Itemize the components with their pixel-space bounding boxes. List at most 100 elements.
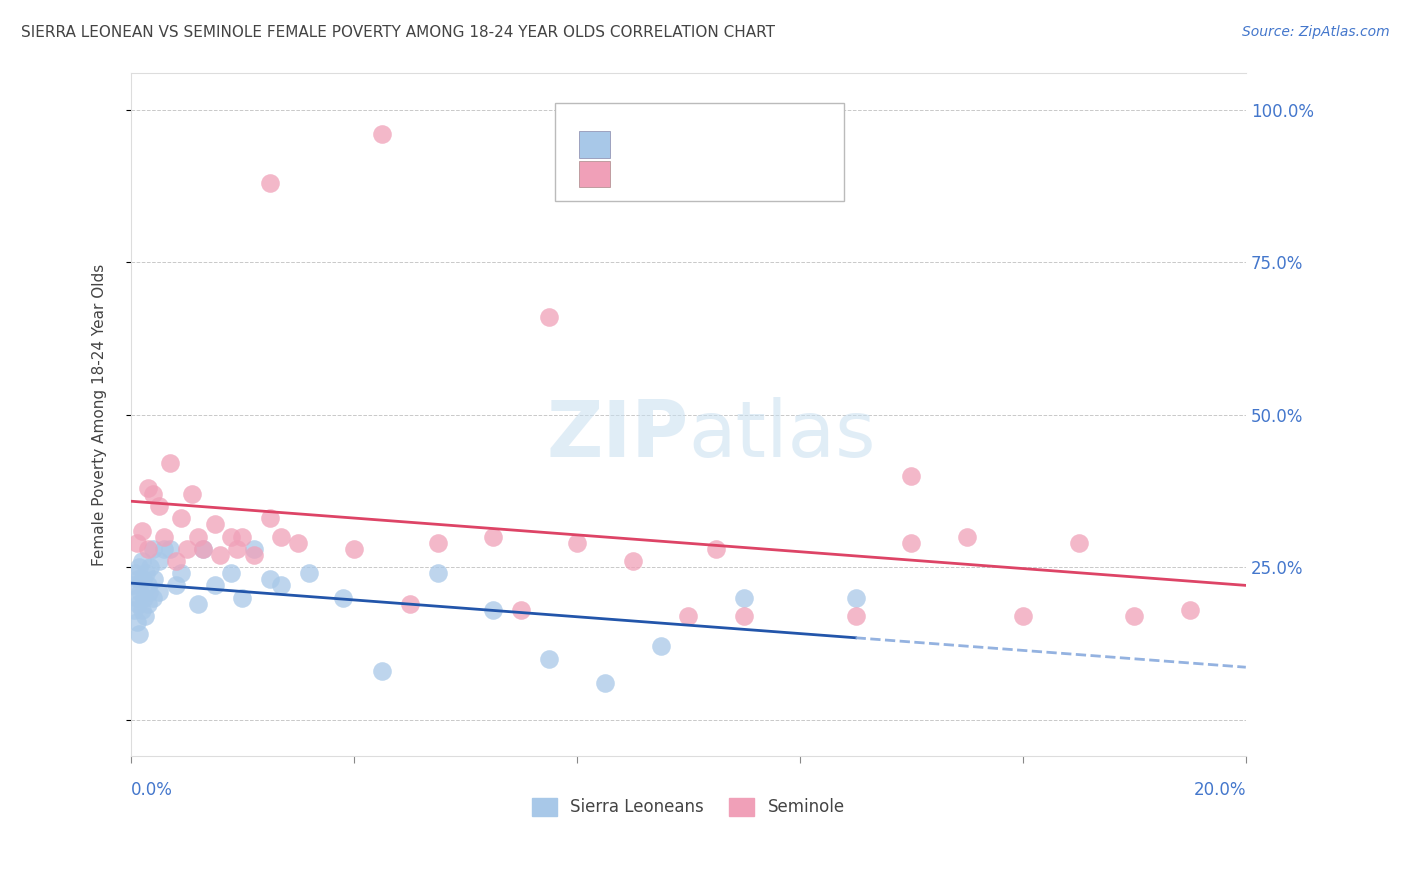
- Point: [426, 535, 449, 549]
- Point: [242, 548, 264, 562]
- Point: [187, 530, 209, 544]
- Point: [231, 591, 253, 605]
- Point: [142, 591, 165, 605]
- Point: [204, 517, 226, 532]
- Point: [132, 572, 155, 586]
- Point: [650, 640, 672, 654]
- Point: [148, 554, 170, 568]
- Point: [153, 530, 176, 544]
- Text: 20.0%: 20.0%: [1194, 780, 1246, 798]
- Point: [121, 578, 143, 592]
- Point: [131, 524, 153, 538]
- Text: R = -0.021  N = 47: R = -0.021 N = 47: [621, 136, 801, 153]
- Text: Source: ZipAtlas.com: Source: ZipAtlas.com: [1241, 25, 1389, 39]
- Point: [845, 609, 868, 624]
- Point: [298, 566, 321, 581]
- Point: [204, 578, 226, 592]
- Point: [159, 457, 181, 471]
- Point: [125, 615, 148, 629]
- Y-axis label: Female Poverty Among 18-24 Year Olds: Female Poverty Among 18-24 Year Olds: [93, 263, 107, 566]
- Point: [537, 310, 560, 324]
- Point: [122, 603, 145, 617]
- Point: [176, 541, 198, 556]
- Point: [900, 468, 922, 483]
- Point: [332, 591, 354, 605]
- Point: [136, 597, 159, 611]
- Point: [181, 487, 204, 501]
- Point: [231, 530, 253, 544]
- Point: [1178, 603, 1201, 617]
- Point: [124, 566, 146, 581]
- Point: [1123, 609, 1146, 624]
- Point: [900, 535, 922, 549]
- Point: [426, 566, 449, 581]
- Point: [565, 535, 588, 549]
- Point: [371, 127, 394, 141]
- Point: [225, 541, 247, 556]
- Point: [270, 578, 292, 592]
- Point: [343, 541, 366, 556]
- Text: R =  0.016  N = 44: R = 0.016 N = 44: [621, 165, 801, 183]
- Point: [128, 627, 150, 641]
- Point: [165, 554, 187, 568]
- Point: [482, 603, 505, 617]
- Point: [398, 597, 420, 611]
- Point: [128, 560, 150, 574]
- Point: [678, 609, 700, 624]
- Point: [1011, 609, 1033, 624]
- Point: [142, 487, 165, 501]
- Legend: Sierra Leoneans, Seminole: Sierra Leoneans, Seminole: [526, 791, 851, 823]
- Point: [153, 541, 176, 556]
- Point: [733, 609, 755, 624]
- Point: [125, 591, 148, 605]
- Point: [193, 541, 215, 556]
- Point: [593, 676, 616, 690]
- Point: [159, 541, 181, 556]
- Point: [129, 584, 152, 599]
- Point: [138, 584, 160, 599]
- Point: [131, 554, 153, 568]
- Point: [143, 572, 166, 586]
- Text: atlas: atlas: [689, 397, 876, 473]
- Point: [170, 566, 193, 581]
- Point: [259, 572, 281, 586]
- Text: SIERRA LEONEAN VS SEMINOLE FEMALE POVERTY AMONG 18-24 YEAR OLDS CORRELATION CHAR: SIERRA LEONEAN VS SEMINOLE FEMALE POVERT…: [21, 25, 775, 40]
- Point: [193, 541, 215, 556]
- Point: [142, 541, 165, 556]
- Point: [135, 566, 157, 581]
- Point: [621, 554, 644, 568]
- Point: [165, 578, 187, 592]
- Point: [127, 597, 149, 611]
- Point: [132, 591, 155, 605]
- Point: [270, 530, 292, 544]
- Point: [187, 597, 209, 611]
- Point: [733, 591, 755, 605]
- Point: [125, 535, 148, 549]
- Point: [956, 530, 979, 544]
- Point: [219, 566, 242, 581]
- Point: [209, 548, 232, 562]
- Point: [148, 584, 170, 599]
- Point: [131, 603, 153, 617]
- Point: [170, 511, 193, 525]
- Text: ZIP: ZIP: [546, 397, 689, 473]
- Point: [259, 176, 281, 190]
- Point: [136, 481, 159, 495]
- Point: [1067, 535, 1090, 549]
- Point: [482, 530, 505, 544]
- Point: [704, 541, 727, 556]
- Point: [136, 578, 159, 592]
- Point: [259, 511, 281, 525]
- Point: [127, 572, 149, 586]
- Point: [537, 651, 560, 665]
- Point: [219, 530, 242, 544]
- Point: [134, 609, 156, 624]
- Point: [287, 535, 309, 549]
- Text: 0.0%: 0.0%: [131, 780, 173, 798]
- Point: [242, 541, 264, 556]
- Point: [845, 591, 868, 605]
- Point: [136, 541, 159, 556]
- Point: [148, 499, 170, 513]
- Point: [371, 664, 394, 678]
- Point: [139, 560, 162, 574]
